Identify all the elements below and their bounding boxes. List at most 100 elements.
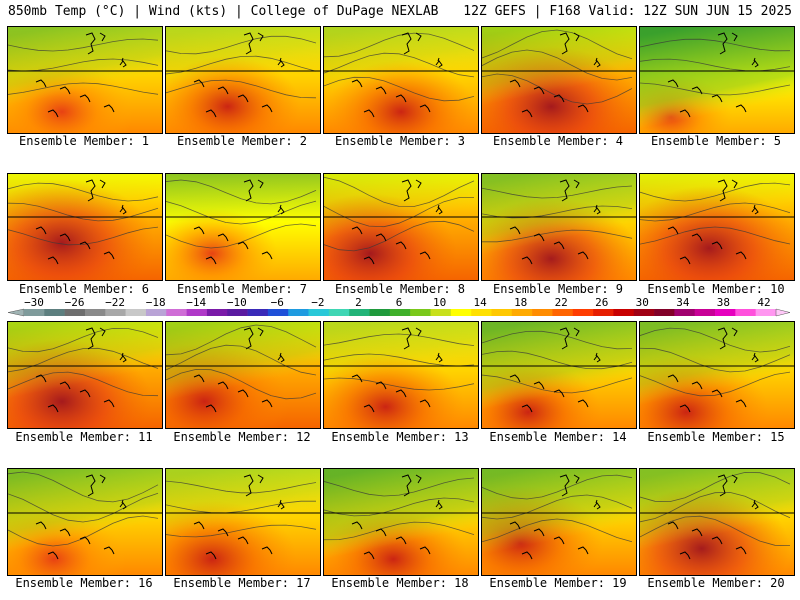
ensemble-map-panel (165, 321, 321, 429)
ensemble-map-panel (7, 26, 163, 134)
colorbar-max-arrow (775, 308, 791, 317)
colorbar-tick-label: 18 (514, 296, 527, 309)
colorbar-swatch (24, 309, 45, 316)
model-run-info: 12Z GEFS | F168 Valid: 12Z SUN JUN 15 20… (463, 4, 792, 19)
colorbar-tick-label: 38 (717, 296, 730, 309)
colorbar-swatch (593, 309, 614, 316)
ensemble-map-panel (7, 173, 163, 281)
colorbar-swatch (64, 309, 86, 316)
colorbar-swatch (410, 309, 431, 316)
colorbar-swatch (572, 309, 594, 316)
colorbar-tick-label: 26 (595, 296, 608, 309)
colorbar-swatch (471, 309, 492, 316)
colorbar-min-arrow (7, 308, 25, 317)
colorbar-swatch (227, 309, 248, 316)
ensemble-member-label: Ensemble Member: 16 (15, 576, 153, 590)
ensemble-member-label: Ensemble Member: 9 (492, 282, 624, 296)
ensemble-map-panel (323, 26, 479, 134)
ensemble-member-label: Ensemble Member: 10 (647, 282, 785, 296)
ensemble-map-panel (323, 321, 479, 429)
colorbar-tick-label: 6 (396, 296, 403, 309)
colorbar-swatch (369, 309, 391, 316)
colorbar-tick-label: −26 (65, 296, 85, 309)
ensemble-map-panel (639, 26, 795, 134)
colorbar-swatch (349, 309, 370, 316)
colorbar-swatch (674, 309, 695, 316)
ensemble-member-label: Ensemble Member: 12 (173, 430, 311, 444)
colorbar-tick-label: 34 (676, 296, 690, 309)
ensemble-member-label: Ensemble Member: 13 (331, 430, 469, 444)
ensemble-member-label: Ensemble Member: 19 (489, 576, 627, 590)
ensemble-map-panel (481, 26, 637, 134)
ensemble-member-label: Ensemble Member: 15 (647, 430, 785, 444)
colorbar-swatch (552, 309, 574, 316)
ensemble-member-label: Ensemble Member: 4 (492, 134, 624, 148)
colorbar-swatch (450, 309, 472, 316)
colorbar-swatch (491, 309, 513, 316)
colorbar-swatch (186, 309, 208, 316)
colorbar-swatch (247, 309, 269, 316)
colorbar-swatch (328, 309, 350, 316)
colorbar-swatch (532, 309, 553, 316)
colorbar-tick-label: 42 (757, 296, 770, 309)
colorbar-tick-label: −14 (186, 296, 206, 309)
map-header-title: 850mb Temp (°C) | Wind (kts) | College o… (8, 4, 439, 19)
ensemble-member-label: Ensemble Member: 8 (334, 282, 466, 296)
ensemble-map-panel (165, 468, 321, 576)
colorbar-tick-label: 30 (636, 296, 649, 309)
colorbar-swatch (715, 309, 736, 316)
colorbar-swatch (206, 309, 228, 316)
ensemble-map-panel (639, 468, 795, 576)
colorbar-swatch (145, 309, 167, 316)
ensemble-member-label: Ensemble Member: 14 (489, 430, 627, 444)
colorbar-tick-label: −30 (24, 296, 44, 309)
colorbar-tick-label: −6 (271, 296, 284, 309)
colorbar-tick-label: −18 (146, 296, 166, 309)
colorbar-tick-label: −10 (227, 296, 247, 309)
ensemble-map-panel (639, 321, 795, 429)
ensemble-member-label: Ensemble Member: 17 (173, 576, 311, 590)
ensemble-member-label: Ensemble Member: 7 (176, 282, 308, 296)
ensemble-map-panel (481, 173, 637, 281)
colorbar-swatch (633, 309, 655, 316)
ensemble-member-label: Ensemble Member: 6 (18, 282, 150, 296)
ensemble-member-label: Ensemble Member: 1 (18, 134, 150, 148)
colorbar-swatch (308, 309, 330, 316)
colorbar-swatch (267, 309, 289, 316)
ensemble-map-panel (7, 468, 163, 576)
colorbar-tick-label: −2 (311, 296, 324, 309)
ensemble-map-panel (323, 173, 479, 281)
colorbar-swatch (613, 309, 635, 316)
ensemble-member-label: Ensemble Member: 11 (15, 430, 153, 444)
colorbar-swatch (694, 309, 716, 316)
colorbar-swatch (84, 309, 106, 316)
colorbar-swatch (511, 309, 533, 316)
colorbar-swatch (389, 309, 411, 316)
ensemble-member-label: Ensemble Member: 20 (647, 576, 785, 590)
colorbar-swatch (430, 309, 452, 316)
ensemble-map-panel (7, 321, 163, 429)
colorbar-swatch (44, 309, 65, 316)
ensemble-map-panel (639, 173, 795, 281)
colorbar-tick-label: 2 (355, 296, 362, 309)
ensemble-member-label: Ensemble Member: 5 (650, 134, 782, 148)
colorbar-swatch (166, 309, 187, 316)
colorbar-swatch (288, 309, 309, 316)
colorbar-tick-label: −22 (105, 296, 125, 309)
ensemble-member-label: Ensemble Member: 2 (176, 134, 308, 148)
colorbar-swatch (735, 309, 756, 316)
ensemble-map-panel (481, 468, 637, 576)
colorbar-swatch (654, 309, 675, 316)
ensemble-map-panel (165, 173, 321, 281)
colorbar-tick-label: 10 (433, 296, 446, 309)
colorbar-swatch (755, 309, 777, 316)
temperature-colorbar: −30 −26 −22 −18 −14 −10 −6 −2 2 6 10 14 18 22 26 30 34 38… (7, 296, 791, 317)
colorbar-tick-label: 22 (555, 296, 568, 309)
colorbar-tick-label: 14 (473, 296, 487, 309)
ensemble-member-label: Ensemble Member: 18 (331, 576, 469, 590)
colorbar-swatch (125, 309, 147, 316)
ensemble-map-panel (323, 468, 479, 576)
ensemble-member-label: Ensemble Member: 3 (334, 134, 466, 148)
ensemble-map-panel (481, 321, 637, 429)
ensemble-map-panel (165, 26, 321, 134)
